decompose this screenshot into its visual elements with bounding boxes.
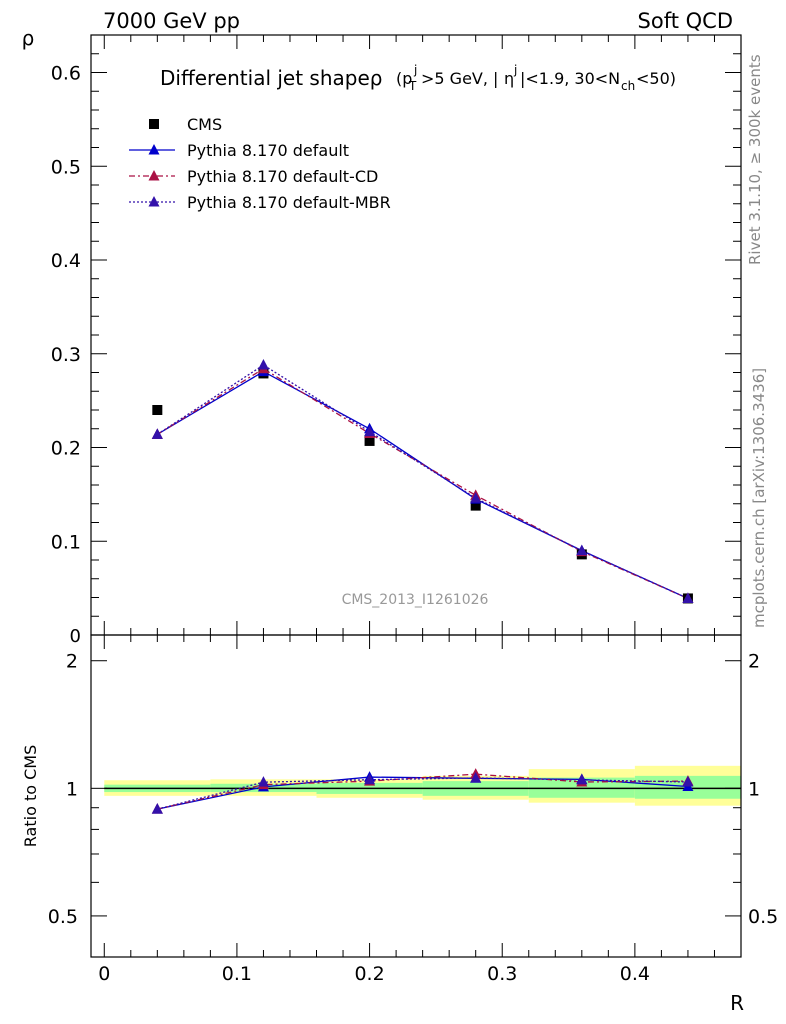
data-marker-triangle (257, 359, 269, 370)
legend-marker (148, 170, 160, 181)
legend-marker (149, 119, 159, 129)
main-series-markers (151, 359, 694, 604)
legend-marker (148, 144, 160, 155)
main-y-tick-label: 0.5 (51, 156, 81, 178)
x-tick-labels: 0 0.1 0.2 0.3 0.4 (98, 963, 650, 985)
legend-label: Pythia 8.170 default (187, 141, 349, 160)
ratio-series-markers (151, 768, 694, 814)
main-y-tick-label: 0.3 (51, 344, 81, 366)
ratio-y-tick-label-right: 2 (748, 651, 760, 673)
data-marker-triangle (682, 592, 694, 603)
chart-title-sub-2: >5 GeV, | (421, 69, 498, 88)
x-tick-label: 0.3 (487, 963, 517, 985)
chart-title: Differential jet shapeρ (p T j >5 GeV, |… (160, 63, 676, 93)
data-marker-triangle (364, 425, 376, 437)
ratio-axis-ticks (91, 635, 742, 958)
header-process-label: Soft QCD (638, 9, 733, 33)
data-marker-square (470, 500, 481, 511)
legend-label: Pythia 8.170 default-CD (187, 167, 378, 186)
data-marker-triangle (576, 544, 588, 556)
ratio-plot-panel: 0.5 0.5 1 1 2 2 0 0.1 0.2 0.3 0.4 Ratio to CMS R (21, 634, 778, 1015)
main-y-axis-label: ρ (22, 26, 35, 50)
chart-title-ch: ch (621, 79, 635, 93)
ratio-series-line (157, 777, 688, 810)
ratio-marker-triangle (470, 771, 482, 783)
x-tick-label: 0 (98, 963, 110, 985)
ratio-y-tick-label-right: 0.5 (748, 906, 778, 928)
legend-label: Pythia 8.170 default-MBR (187, 193, 391, 212)
legend: CMS Pythia 8.170 default Pythia 8.170 defa… (129, 115, 391, 212)
x-tick-label: 0.1 (222, 963, 252, 985)
ratio-y-axis-label: Ratio to CMS (21, 745, 40, 847)
series-line (156, 370, 689, 600)
chart-title-main: Differential jet shapeρ (160, 66, 382, 90)
ratio-y-tick-label-left: 0.5 (48, 906, 78, 928)
chart-title-sub-4: <50) (636, 69, 676, 88)
ratio-y-tick-label-right: 1 (748, 778, 760, 800)
chart-title-sub-T: T (408, 79, 417, 93)
ratio-marker-triangle (576, 773, 588, 785)
chart-title-eta-j: j (513, 63, 517, 77)
rivet-label: Rivet 3.1.10, ≥ 300k events (746, 54, 764, 265)
ratio-y-tick-labels: 0.5 0.5 1 1 2 2 (48, 651, 778, 928)
chart-title-sub-j: j (413, 63, 417, 77)
main-y-tick-label: 0.4 (51, 250, 81, 272)
data-marker-triangle (151, 428, 163, 439)
chart-title-sub: (p (396, 69, 412, 88)
legend-marker (148, 196, 160, 207)
data-marker-square (364, 435, 375, 446)
ratio-marker-triangle (257, 776, 269, 787)
analysis-label: CMS_2013_I1261026 (342, 592, 489, 608)
legend-label: CMS (187, 115, 222, 134)
ratio-marker-triangle (151, 803, 163, 814)
main-plot-panel: 0.1 0.2 0.3 0.4 0.5 0.6 ρ 0 Differential jet … (22, 26, 742, 647)
ratio-marker-triangle (364, 773, 376, 785)
header-beam-label: 7000 GeV pp (103, 9, 240, 33)
series-line (156, 367, 689, 600)
main-y-tick-label: 0.6 (51, 63, 81, 85)
x-axis-label: R (730, 991, 744, 1015)
ratio-y-tick-label-left: 2 (66, 651, 78, 673)
chart-title-eta: η (504, 69, 514, 88)
data-marker-triangle (470, 492, 482, 503)
main-y-tick-labels: 0.1 0.2 0.3 0.4 0.5 0.6 (51, 63, 81, 554)
main-y-tick-label: 0.2 (51, 438, 81, 460)
ratio-series-lines (157, 773, 688, 810)
data-marker-square (152, 405, 163, 415)
series-line (156, 364, 689, 600)
main-axis-ticks (91, 34, 742, 636)
x-tick-label: 0.2 (354, 963, 384, 985)
mcplots-label: mcplots.cern.ch [arXiv:1306.3436] (750, 368, 768, 628)
chart-title-sub-3: |<1.9, 30<N (520, 69, 620, 88)
ratio-y-tick-label-left: 1 (66, 778, 78, 800)
ratio-series-line (157, 773, 688, 810)
ratio-marker-triangle (682, 775, 694, 787)
main-y-zero-label: 0 (70, 626, 81, 647)
main-series-lines (156, 364, 689, 600)
x-tick-label: 0.4 (620, 963, 650, 985)
main-y-tick-label: 0.1 (51, 531, 81, 553)
